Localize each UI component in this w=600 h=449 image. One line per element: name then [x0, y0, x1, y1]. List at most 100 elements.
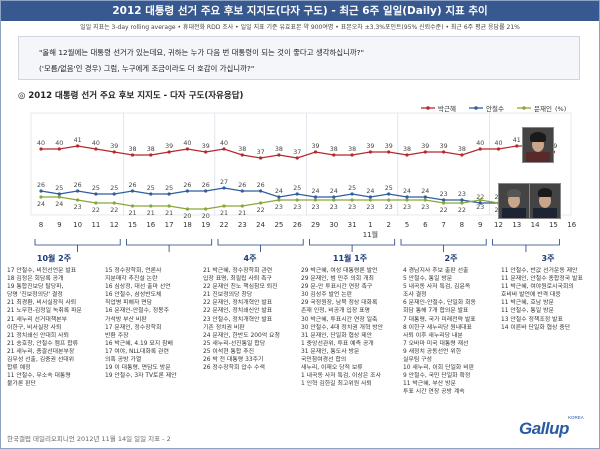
event-item: 23 안철수, 정치개혁안 발표 [203, 316, 273, 323]
week-bracket [400, 239, 487, 246]
event-item: 18 김정은 회담록 공개 [7, 276, 64, 283]
data-point [94, 192, 98, 196]
data-point [387, 150, 391, 154]
event-item: 19 통합진보당 탈당파, [7, 284, 64, 291]
data-point [350, 153, 354, 157]
data-label: 39 [366, 143, 374, 150]
event-item: 25 새누리-선진통일 합당 [203, 340, 266, 347]
event-item: 11 안철수, 반값 선거운동 제안 [501, 268, 578, 274]
event-item: 투표 시간 연장 공방 계속 [403, 389, 465, 396]
data-point [460, 198, 464, 202]
data-point [259, 156, 263, 160]
event-item: 새누리, 이재오 당적 보류 [301, 365, 363, 372]
legend-marker [426, 106, 430, 110]
data-point [149, 192, 153, 196]
data-point [313, 195, 318, 199]
data-point [57, 195, 61, 199]
week-bracket [34, 239, 121, 246]
event-item: 21 박근혜, 정수장학회 관련 [203, 268, 273, 274]
data-label: 39 [165, 143, 173, 150]
event-item: 16 박근혜, 4.19 묘지 참배 [105, 340, 173, 347]
x-tick-label: 29 [311, 221, 320, 229]
event-item: 29 문재인, 범 민주 의회 개최 [301, 276, 374, 283]
data-label: 25 [55, 185, 63, 192]
event-item: 21 최경환, 비서실장직 사퇴 [7, 300, 77, 307]
data-label: 38 [128, 146, 136, 153]
event-item: 21 노무현-김정일 녹취록 파문 [7, 308, 82, 315]
data-label: 22 [458, 207, 466, 214]
data-label: 38 [458, 146, 466, 153]
data-label: 26 [128, 182, 136, 189]
events-week-label: 11월 1주 [332, 254, 368, 263]
event-item: 29 문-안 투표시간 연장 촉구 [301, 284, 373, 291]
data-label: 38 [403, 146, 411, 153]
data-point [405, 198, 409, 202]
event-item: 이한구, 비서실장 사퇴 [7, 324, 62, 331]
event-item: 31 문재인, 단일화 협상 제안 [301, 332, 373, 339]
legend-label: 박근혜 [438, 104, 456, 113]
x-tick-label: 12 [110, 221, 119, 229]
candidate-photo-moon [498, 183, 530, 219]
data-label: 40 [220, 140, 228, 147]
data-point [350, 198, 354, 202]
data-point [478, 147, 482, 151]
data-label: 21 [165, 210, 173, 217]
event-item: 1 내곡동 사저 특검, 이상은 조사 [301, 373, 382, 380]
data-point [240, 204, 244, 208]
data-label: 24 [311, 188, 319, 195]
data-label: 23 [385, 204, 393, 211]
data-point [149, 153, 153, 157]
data-point [313, 150, 318, 154]
data-point [277, 195, 281, 199]
week-bracket [309, 239, 396, 246]
event-item: 7 오바마 미국 대통령 재선 [403, 340, 469, 347]
legend-label: 안철수 [486, 104, 504, 113]
x-tick-label: 7 [441, 221, 445, 229]
data-label: 24 [403, 188, 411, 195]
data-point [423, 195, 427, 199]
data-label: 22 [476, 194, 484, 201]
event-item: 당명 '진보정의당' 결정 [7, 292, 63, 299]
data-point [222, 186, 226, 190]
events-column-4: 11월 1주 29 박근혜, 여성 대통령론 발언 29 문재인, 범 민주 의… [301, 253, 399, 388]
data-point [295, 198, 299, 202]
events-week-label [105, 253, 199, 265]
event-item: 30 안철수, 4대 정치권 개혁 방안 [301, 324, 384, 331]
event-item: 29 박근혜, 여성 대통령론 발언 [301, 268, 378, 274]
event-item: 불가론 판단 [7, 381, 36, 388]
event-item: 17 문재인, 정수장학회 [105, 324, 162, 331]
data-label: 38 [330, 146, 338, 153]
question-line-2: ('모름/없음'인 경우) 그럼, 누구에게 조금이라도 더 호감이 가십니까?… [39, 64, 255, 73]
event-item: 7 대통령, 국가 미래전략 발표 [403, 316, 476, 323]
x-tick-label: 9 [57, 221, 61, 229]
data-label: 23 [293, 204, 301, 211]
x-tick-label: 1 [368, 221, 372, 229]
data-point [204, 150, 208, 154]
event-item: 11 안철수, 무소속 대통령 [7, 373, 71, 380]
data-point [496, 147, 501, 151]
data-point [515, 144, 519, 148]
x-tick-label: 17 [165, 221, 174, 229]
data-point [478, 198, 482, 202]
data-point [149, 204, 153, 208]
data-point [350, 192, 354, 196]
data-point [478, 201, 482, 205]
data-point [39, 147, 43, 151]
data-point [295, 156, 299, 160]
event-item: 21 송호창, 안철수 캠프 합류 [7, 340, 79, 347]
chart-title: ◎ 2012 대통령 선거 주요 후보 지지도 - 다자 구도(자유응답) [18, 91, 244, 101]
events-column-6: 3주 11 안철수, 반값 선거운동 제안 11 문재인, 안철수 종합정국 발… [501, 253, 595, 332]
event-item: 9 안철수, 국민 단일화 확정 [403, 373, 471, 380]
event-item: 가석방 부산 비판 [105, 316, 147, 323]
data-point [313, 198, 318, 202]
data-label: 23 [366, 204, 374, 211]
data-point [460, 153, 464, 157]
event-item: 13 안철수 정책조정 발표 [501, 316, 563, 323]
event-item: 직업병 피해자 면담 [105, 300, 153, 307]
data-point [112, 201, 116, 205]
data-label: 23 [348, 204, 356, 211]
data-label: 25 [385, 185, 393, 192]
event-item: 30 박근혜, 투표시간 연장 일축 [301, 316, 378, 323]
event-item: 21 새누리, 총괄선대본부장 [7, 348, 75, 355]
data-label: 23 [275, 204, 283, 211]
